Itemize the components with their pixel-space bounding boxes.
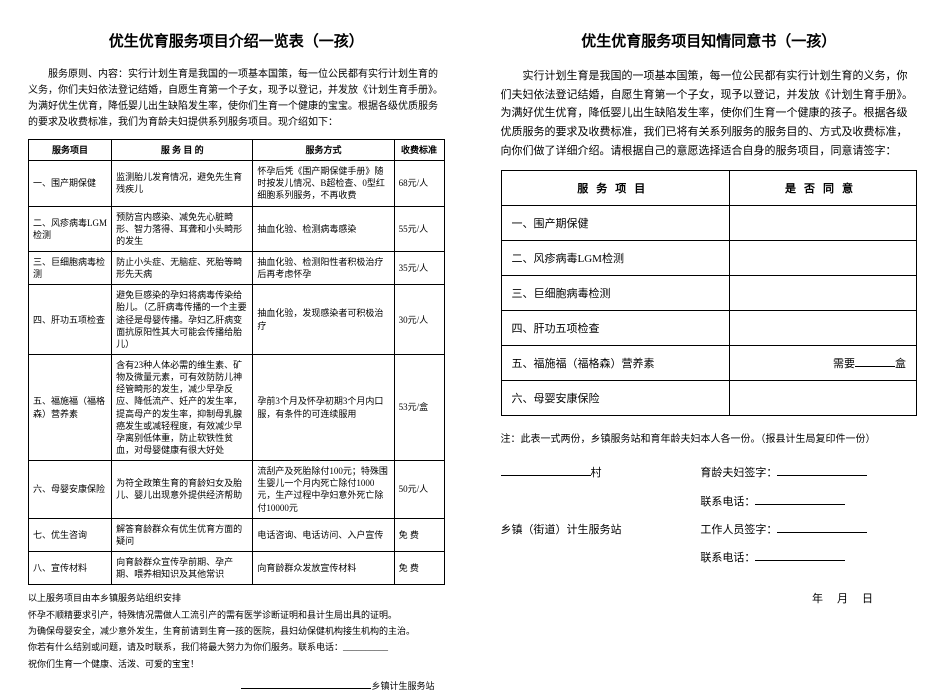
table-row: 六、母婴安康保险 为符全政策生育的育龄妇女及胎儿、婴儿出现意外提供经济帮助 流刮… — [29, 461, 445, 519]
th-fee: 收费标准 — [394, 140, 444, 161]
right-title: 优生优育服务项目知情同意书（一孩） — [501, 30, 918, 51]
consent-th-project: 服务项目 — [501, 171, 730, 206]
table-row: 三、巨细胞病毒检测 防止小头症、无脑症、死胎等畸形先天病 抽血化验、检测阳性者积… — [29, 251, 445, 284]
table-row: 二、风疹病毒LGM检测 预防宫内感染、减免先心脏畸形、智力落得、耳聋和小头畸形的… — [29, 206, 445, 251]
service-table: 服务项目 服 务 目 的 服务方式 收费标准 一、围产期保健 监测胎儿发育情况，… — [28, 139, 445, 585]
left-signature: 乡镇计生服务站 — [28, 679, 445, 692]
consent-row: 二、风疹病毒LGM检测 — [501, 241, 917, 276]
th-purpose: 服 务 目 的 — [112, 140, 253, 161]
signature-block: 村 育龄夫妇签字： 联系电话： 乡镇（街道）计生服务站 工作人员签字： 联系电话… — [501, 461, 918, 574]
right-page: 优生优育服务项目知情同意书（一孩） 实行计划生育是我国的一项基本国策，每一位公民… — [473, 0, 945, 668]
left-intro: 服务原则、内容：实行计划生育是我国的一项基本国策，每一位公民都有实行计划生育的义… — [28, 67, 445, 131]
consent-table: 服务项目 是否同意 一、围产期保健 二、风疹病毒LGM检测 三、巨细胞病毒检测 … — [501, 170, 918, 416]
right-intro: 实行计划生育是我国的一项基本国策，每一位公民都有实行计划生育的义务，你们夫妇依法… — [501, 67, 918, 160]
left-footnotes: 以上服务项目由本乡镇服务站组织安排 怀孕不顺精要求引产，特殊情况需做人工流引产的… — [28, 591, 445, 673]
table-row: 八、宣传材料 向育龄群众宣传孕前期、孕产期、喂养相知识及其他常识 向育龄群众发放… — [29, 551, 445, 584]
th-method: 服务方式 — [253, 140, 394, 161]
th-project: 服务项目 — [29, 140, 112, 161]
consent-row: 五、福施福（福格森）营养素 需要盒 — [501, 346, 917, 381]
consent-row: 三、巨细胞病毒检测 — [501, 276, 917, 311]
table-row: 五、福施福（福格森）营养素 含有23种人体必需的维生素、矿物及微量元素，可有效防… — [29, 354, 445, 460]
table-row: 四、肝功五项检查 避免巨感染的孕妇将病毒传染给胎儿。（乙肝病毒传播的一个主要途径… — [29, 285, 445, 355]
consent-row: 六、母婴安康保险 — [501, 381, 917, 416]
table-row: 七、优生咨询 解答育龄群众有优生优育方面的疑问 电话咨询、电话访问、入户宣传 免… — [29, 518, 445, 551]
table-row: 一、围产期保健 监测胎儿发育情况，避免先生育残疾儿 怀孕后凭《围产期保健手册》随… — [29, 161, 445, 206]
left-title: 优生优育服务项目介绍一览表（一孩） — [28, 30, 445, 51]
consent-row: 一、围产期保健 — [501, 206, 917, 241]
left-page: 优生优育服务项目介绍一览表（一孩） 服务原则、内容：实行计划生育是我国的一项基本… — [0, 0, 473, 668]
date-line: 年月日 — [501, 590, 918, 606]
consent-th-agree: 是否同意 — [730, 171, 917, 206]
consent-row: 四、肝功五项检查 — [501, 311, 917, 346]
right-note: 注：此表一式两份，乡镇服务站和育年龄夫妇本人各一份。（报县计生局复印件一份） — [501, 430, 918, 445]
